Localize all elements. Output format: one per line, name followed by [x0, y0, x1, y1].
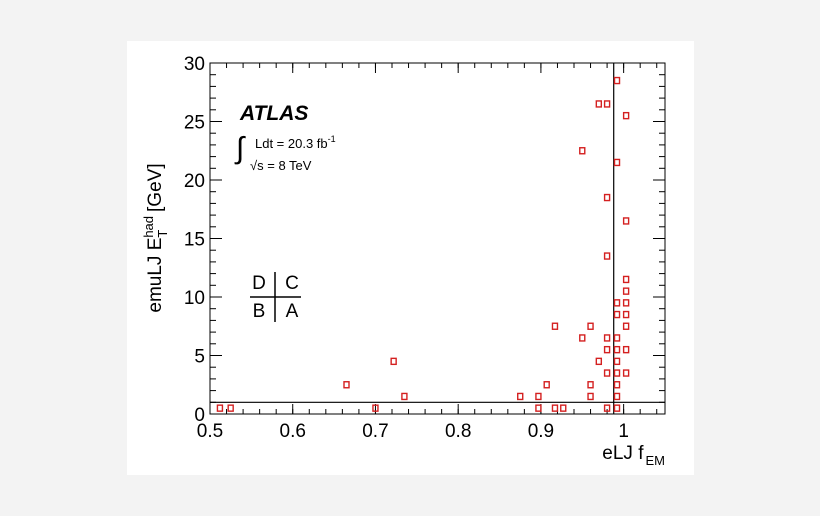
x-tick-label: 0.5: [197, 421, 223, 442]
data-point: [622, 322, 630, 330]
data-point: [613, 404, 621, 412]
data-point: [613, 76, 621, 85]
luminosity-label: Ldt = 20.3 fb-1: [255, 134, 336, 151]
data-point: [535, 404, 542, 412]
data-point: [543, 381, 550, 389]
data-point: [372, 404, 379, 412]
y-tick-label: 20: [184, 171, 205, 192]
data-point: [613, 357, 621, 366]
luminosity-text: Ldt = 20.3 fb: [255, 136, 328, 151]
data-point: [613, 381, 621, 389]
atlas-label: ATLAS: [239, 102, 308, 125]
data-point: [603, 100, 611, 108]
y-axis-label-main: emuLJ E: [145, 238, 166, 313]
x-axis-label-sub: EM: [646, 453, 666, 468]
data-point: [603, 334, 611, 342]
data-point: [622, 111, 630, 120]
x-axis-label-main: eLJ f: [602, 443, 644, 464]
region-b-label: B: [253, 301, 266, 322]
y-axis-label-unit: [GeV]: [145, 163, 166, 212]
data-point: [622, 345, 630, 354]
data-point: [613, 310, 621, 319]
data-point: [622, 287, 630, 295]
abcd-region-legend: D C B A: [250, 272, 301, 322]
region-a-label: A: [286, 301, 299, 322]
data-point: [390, 357, 397, 366]
x-tick-label: 0.6: [280, 421, 306, 442]
region-c-label: C: [285, 273, 299, 294]
x-tick-label: 0.9: [528, 421, 554, 442]
y-tick-label: 0: [194, 405, 205, 426]
data-point: [603, 252, 611, 260]
data-point: [622, 275, 630, 284]
data-point: [613, 299, 621, 307]
data-point: [622, 369, 630, 377]
y-axis-label-sub: T: [155, 230, 170, 238]
data-point: [603, 193, 611, 202]
data-point: [595, 357, 603, 366]
data-point: [603, 345, 611, 354]
data-point: [613, 345, 621, 354]
data-point: [613, 158, 621, 167]
data-point: [227, 404, 234, 412]
data-point: [622, 299, 630, 307]
data-point: [517, 392, 524, 401]
data-point: [622, 310, 630, 319]
data-point: [560, 404, 567, 412]
data-point: [579, 334, 586, 342]
data-point: [603, 404, 611, 412]
data-point: [603, 369, 611, 377]
y-axis-label: emuLJ EThad [GeV]: [141, 163, 170, 312]
y-tick-label: 30: [184, 54, 205, 75]
data-point: [613, 392, 621, 401]
data-point: [595, 100, 603, 108]
data-point: [551, 322, 559, 330]
luminosity-sup: -1: [328, 134, 336, 144]
data-point: [613, 334, 621, 342]
energy-label: √s = 8 TeV: [250, 158, 312, 173]
integral-sign: ∫: [234, 132, 246, 165]
region-d-label: D: [252, 273, 266, 294]
data-point: [551, 404, 559, 412]
x-tick-label: 0.7: [362, 421, 388, 442]
x-tick-label: 1: [618, 421, 629, 442]
data-point: [343, 381, 350, 389]
x-axis-label: eLJ f EM: [602, 443, 665, 468]
data-point: [401, 392, 408, 401]
y-tick-label: 25: [184, 113, 205, 134]
data-point: [587, 322, 594, 330]
plot-frame: [209, 62, 666, 415]
y-tick-label: 5: [194, 347, 205, 368]
y-tick-label: 10: [184, 288, 205, 309]
y-tick-label: 15: [184, 230, 205, 251]
data-point: [587, 392, 594, 401]
data-points: [216, 76, 630, 412]
data-point: [622, 217, 630, 225]
y-axis-label-sup: had: [141, 216, 156, 238]
data-point: [587, 381, 594, 389]
data-point: [535, 392, 542, 401]
data-point: [579, 147, 586, 155]
data-point: [216, 404, 224, 412]
data-point: [613, 369, 621, 377]
x-tick-label: 0.8: [445, 421, 471, 442]
